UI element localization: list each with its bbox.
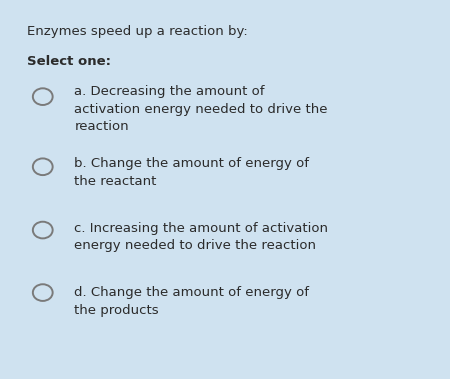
Text: c. Increasing the amount of activation
energy needed to drive the reaction: c. Increasing the amount of activation e… <box>74 222 328 252</box>
Circle shape <box>33 158 53 175</box>
Text: a. Decreasing the amount of
activation energy needed to drive the
reaction: a. Decreasing the amount of activation e… <box>74 85 328 133</box>
Text: Enzymes speed up a reaction by:: Enzymes speed up a reaction by: <box>27 25 248 38</box>
Text: d. Change the amount of energy of
the products: d. Change the amount of energy of the pr… <box>74 286 309 316</box>
Circle shape <box>33 222 53 238</box>
Text: b. Change the amount of energy of
the reactant: b. Change the amount of energy of the re… <box>74 157 309 188</box>
Circle shape <box>33 284 53 301</box>
Circle shape <box>33 88 53 105</box>
Text: Select one:: Select one: <box>27 55 111 68</box>
